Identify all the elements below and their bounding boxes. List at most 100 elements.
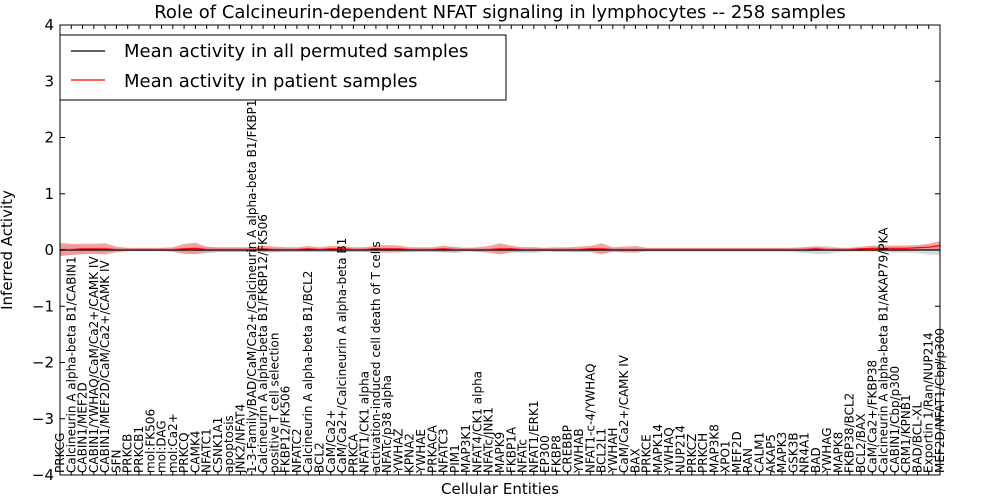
- point-series-1: [251, 248, 253, 251]
- point-series-1: [431, 248, 433, 251]
- point-series-1: [521, 248, 524, 251]
- point-series-0: [589, 249, 591, 251]
- x-tick-label: MAPK3: [775, 432, 789, 473]
- x-tick-label: CaM/Ca2+/CAMK IV: [617, 354, 631, 473]
- point-series-0: [341, 249, 343, 251]
- x-tick-label: YWHAE: [414, 429, 428, 474]
- point-series-0: [860, 249, 862, 251]
- point-series-0: [499, 249, 501, 251]
- point-series-1: [736, 248, 738, 251]
- point-series-0: [928, 249, 930, 251]
- x-tick-label: MAPK9: [493, 432, 507, 473]
- x-tick-label: PRKCQ: [177, 432, 191, 473]
- x-tick-label: NFAT1/ERK1: [527, 401, 541, 474]
- x-tick-label: Calcineurin A alpha-beta B1/CABIN1: [64, 256, 78, 473]
- x-tick-label: AKAP5: [764, 434, 778, 473]
- y-tick-label: 3: [44, 72, 54, 90]
- point-series-0: [307, 249, 309, 251]
- point-series-1: [217, 248, 219, 251]
- point-series-1: [262, 248, 264, 250]
- point-series-1: [634, 248, 636, 251]
- point-series-1: [792, 248, 794, 251]
- x-tick-label: mol:Ca2+: [166, 413, 180, 473]
- point-series-1: [668, 248, 670, 251]
- x-tick-label: Calcineurin A alpha-beta B1/BCL2: [301, 271, 315, 473]
- point-series-1: [679, 248, 682, 251]
- x-tick-label: BAD/BCL-XL: [910, 401, 924, 473]
- point-series-1: [206, 248, 208, 251]
- x-tick-label: MAPK14: [651, 424, 665, 473]
- point-series-1: [420, 248, 422, 251]
- x-tick-label: BAX: [628, 448, 642, 473]
- x-tick-label: NFATC2: [290, 428, 304, 473]
- x-tick-label: RAN: [741, 448, 755, 473]
- x-tick-label: PRKACA: [425, 424, 439, 473]
- point-series-1: [285, 248, 287, 251]
- point-series-1: [567, 248, 569, 251]
- point-series-1: [228, 248, 230, 251]
- point-series-1: [386, 248, 388, 250]
- x-tick-label: BCL2L1: [595, 428, 609, 473]
- point-series-0: [815, 249, 817, 251]
- point-series-1: [849, 248, 851, 251]
- point-series-1: [826, 248, 828, 251]
- x-tick-label: CREBBP: [561, 425, 575, 473]
- x-tick-label: Calcineurin A alpha-beta B1/AKAP79/PKA: [877, 227, 891, 473]
- point-series-0: [510, 249, 512, 251]
- point-series-0: [442, 249, 445, 251]
- x-tick-label: NFAT1/CK1 alpha: [358, 371, 372, 473]
- point-series-0: [81, 249, 84, 251]
- point-series-1: [115, 248, 118, 251]
- point-series-0: [894, 249, 896, 251]
- x-tick-label: MAP3K8: [707, 424, 721, 473]
- point-series-1: [770, 248, 772, 251]
- point-series-1: [138, 248, 140, 251]
- point-series-1: [330, 248, 332, 250]
- point-series-1: [905, 247, 907, 249]
- point-series-0: [194, 249, 196, 251]
- point-series-1: [589, 248, 591, 250]
- point-series-1: [747, 248, 749, 251]
- point-series-1: [93, 248, 95, 250]
- point-series-1: [296, 248, 298, 251]
- point-series-0: [330, 249, 332, 251]
- point-series-1: [657, 248, 659, 251]
- point-series-1: [239, 248, 242, 251]
- point-series-1: [916, 247, 919, 249]
- legend: Mean activity in all permuted samples Me…: [59, 34, 507, 101]
- y-tick-label: 1: [44, 185, 54, 203]
- y-tick-label: −4: [32, 466, 54, 484]
- x-tick-label: activation-induced cell death of T cells: [369, 241, 383, 473]
- x-tick-label: CaM/Ca2+/FKBP38: [865, 360, 879, 473]
- x-tick-label: mol:FK506: [143, 409, 157, 473]
- x-tick-label: MAPK8: [831, 432, 845, 473]
- point-series-1: [194, 247, 196, 249]
- point-series-1: [397, 248, 400, 250]
- point-series-0: [882, 249, 885, 251]
- point-series-1: [691, 248, 693, 251]
- x-tick-label: 1-3-Family/BAD/CaM/Ca2+/Calcineurin A al…: [245, 50, 259, 473]
- x-tick-label: NFAT1-c-4/YWHAQ: [583, 363, 597, 473]
- point-series-1: [149, 248, 151, 251]
- x-tick-label: apoptosis: [222, 415, 236, 473]
- point-series-1: [465, 248, 467, 251]
- y-tick-label: 4: [44, 16, 54, 34]
- point-series-0: [600, 249, 603, 251]
- point-series-1: [341, 248, 343, 250]
- x-tick-label: PRKCB1: [132, 426, 146, 473]
- x-tick-label: YWHAZ: [391, 428, 405, 474]
- x-tick-label: MEF2D/NFAT1/Cbp/p300: [933, 328, 947, 473]
- legend-box: [59, 34, 507, 101]
- point-series-1: [172, 248, 174, 251]
- x-tick-label: GSK3B: [786, 432, 800, 473]
- point-series-1: [646, 248, 648, 251]
- x-tick-label: FKBP12/FK506: [279, 386, 293, 473]
- x-tick-label: CaM/Ca2+/Calcineurin A alpha-beta B1: [335, 238, 349, 473]
- point-series-0: [916, 249, 919, 251]
- point-series-1: [725, 248, 727, 251]
- point-series-0: [262, 249, 264, 251]
- point-series-0: [397, 249, 400, 251]
- point-series-1: [555, 248, 558, 251]
- y-tick-label: −1: [32, 297, 54, 315]
